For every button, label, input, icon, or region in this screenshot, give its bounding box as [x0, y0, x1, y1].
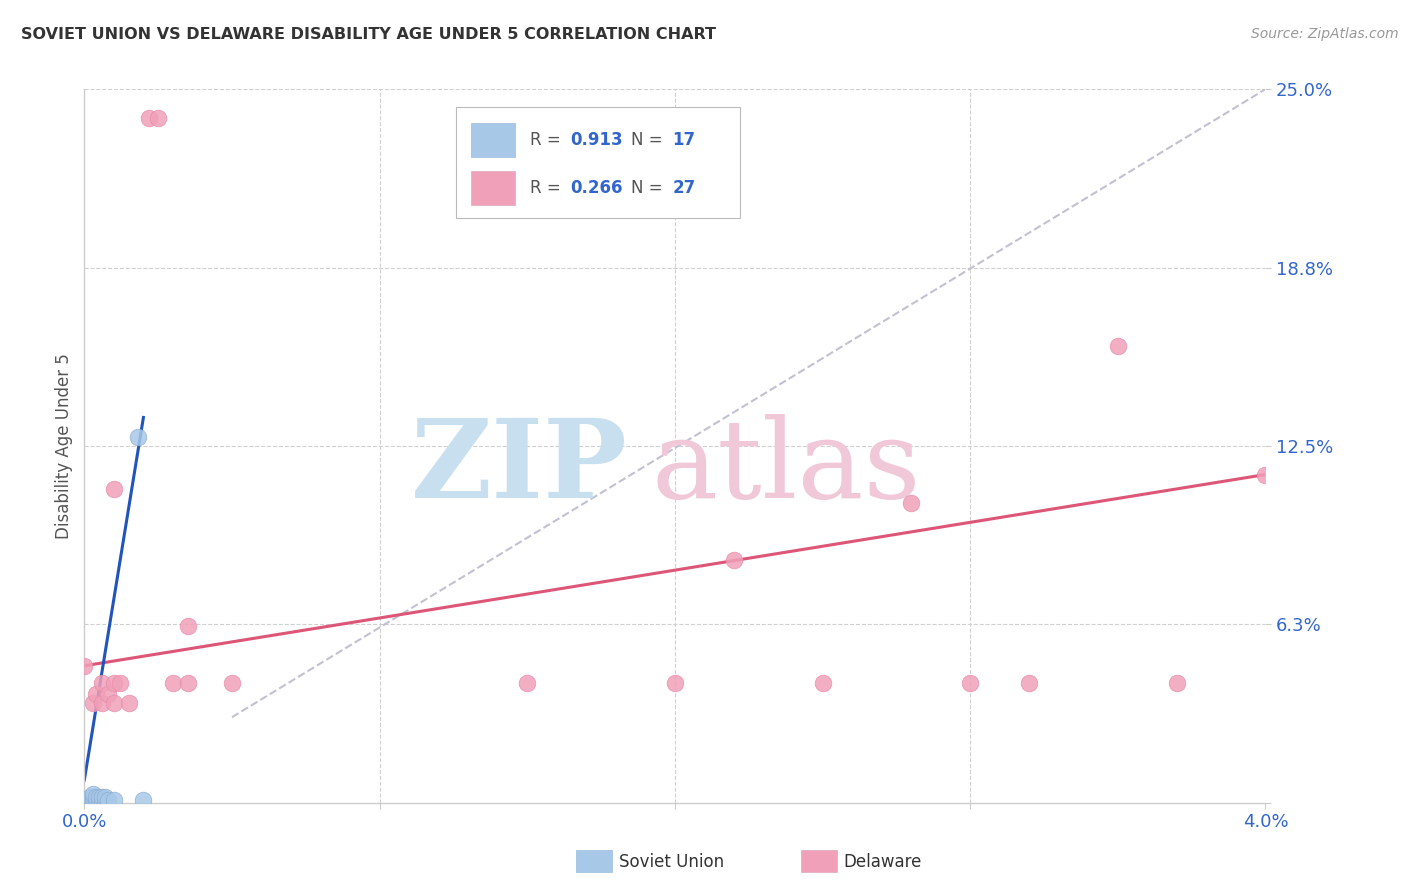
Text: atlas: atlas [651, 414, 921, 521]
Text: 0.266: 0.266 [569, 178, 623, 196]
FancyBboxPatch shape [457, 107, 740, 218]
FancyBboxPatch shape [471, 123, 516, 157]
Text: SOVIET UNION VS DELAWARE DISABILITY AGE UNDER 5 CORRELATION CHART: SOVIET UNION VS DELAWARE DISABILITY AGE … [21, 27, 716, 42]
Text: R =: R = [530, 178, 565, 196]
Text: Soviet Union: Soviet Union [619, 853, 724, 871]
Text: ZIP: ZIP [411, 414, 627, 521]
Text: R =: R = [530, 131, 565, 149]
Text: 27: 27 [672, 178, 696, 196]
Y-axis label: Disability Age Under 5: Disability Age Under 5 [55, 353, 73, 539]
Text: 0.913: 0.913 [569, 131, 623, 149]
Text: N =: N = [631, 131, 668, 149]
Text: Source: ZipAtlas.com: Source: ZipAtlas.com [1251, 27, 1399, 41]
Text: N =: N = [631, 178, 668, 196]
Text: Delaware: Delaware [844, 853, 922, 871]
Text: 17: 17 [672, 131, 696, 149]
FancyBboxPatch shape [471, 170, 516, 205]
